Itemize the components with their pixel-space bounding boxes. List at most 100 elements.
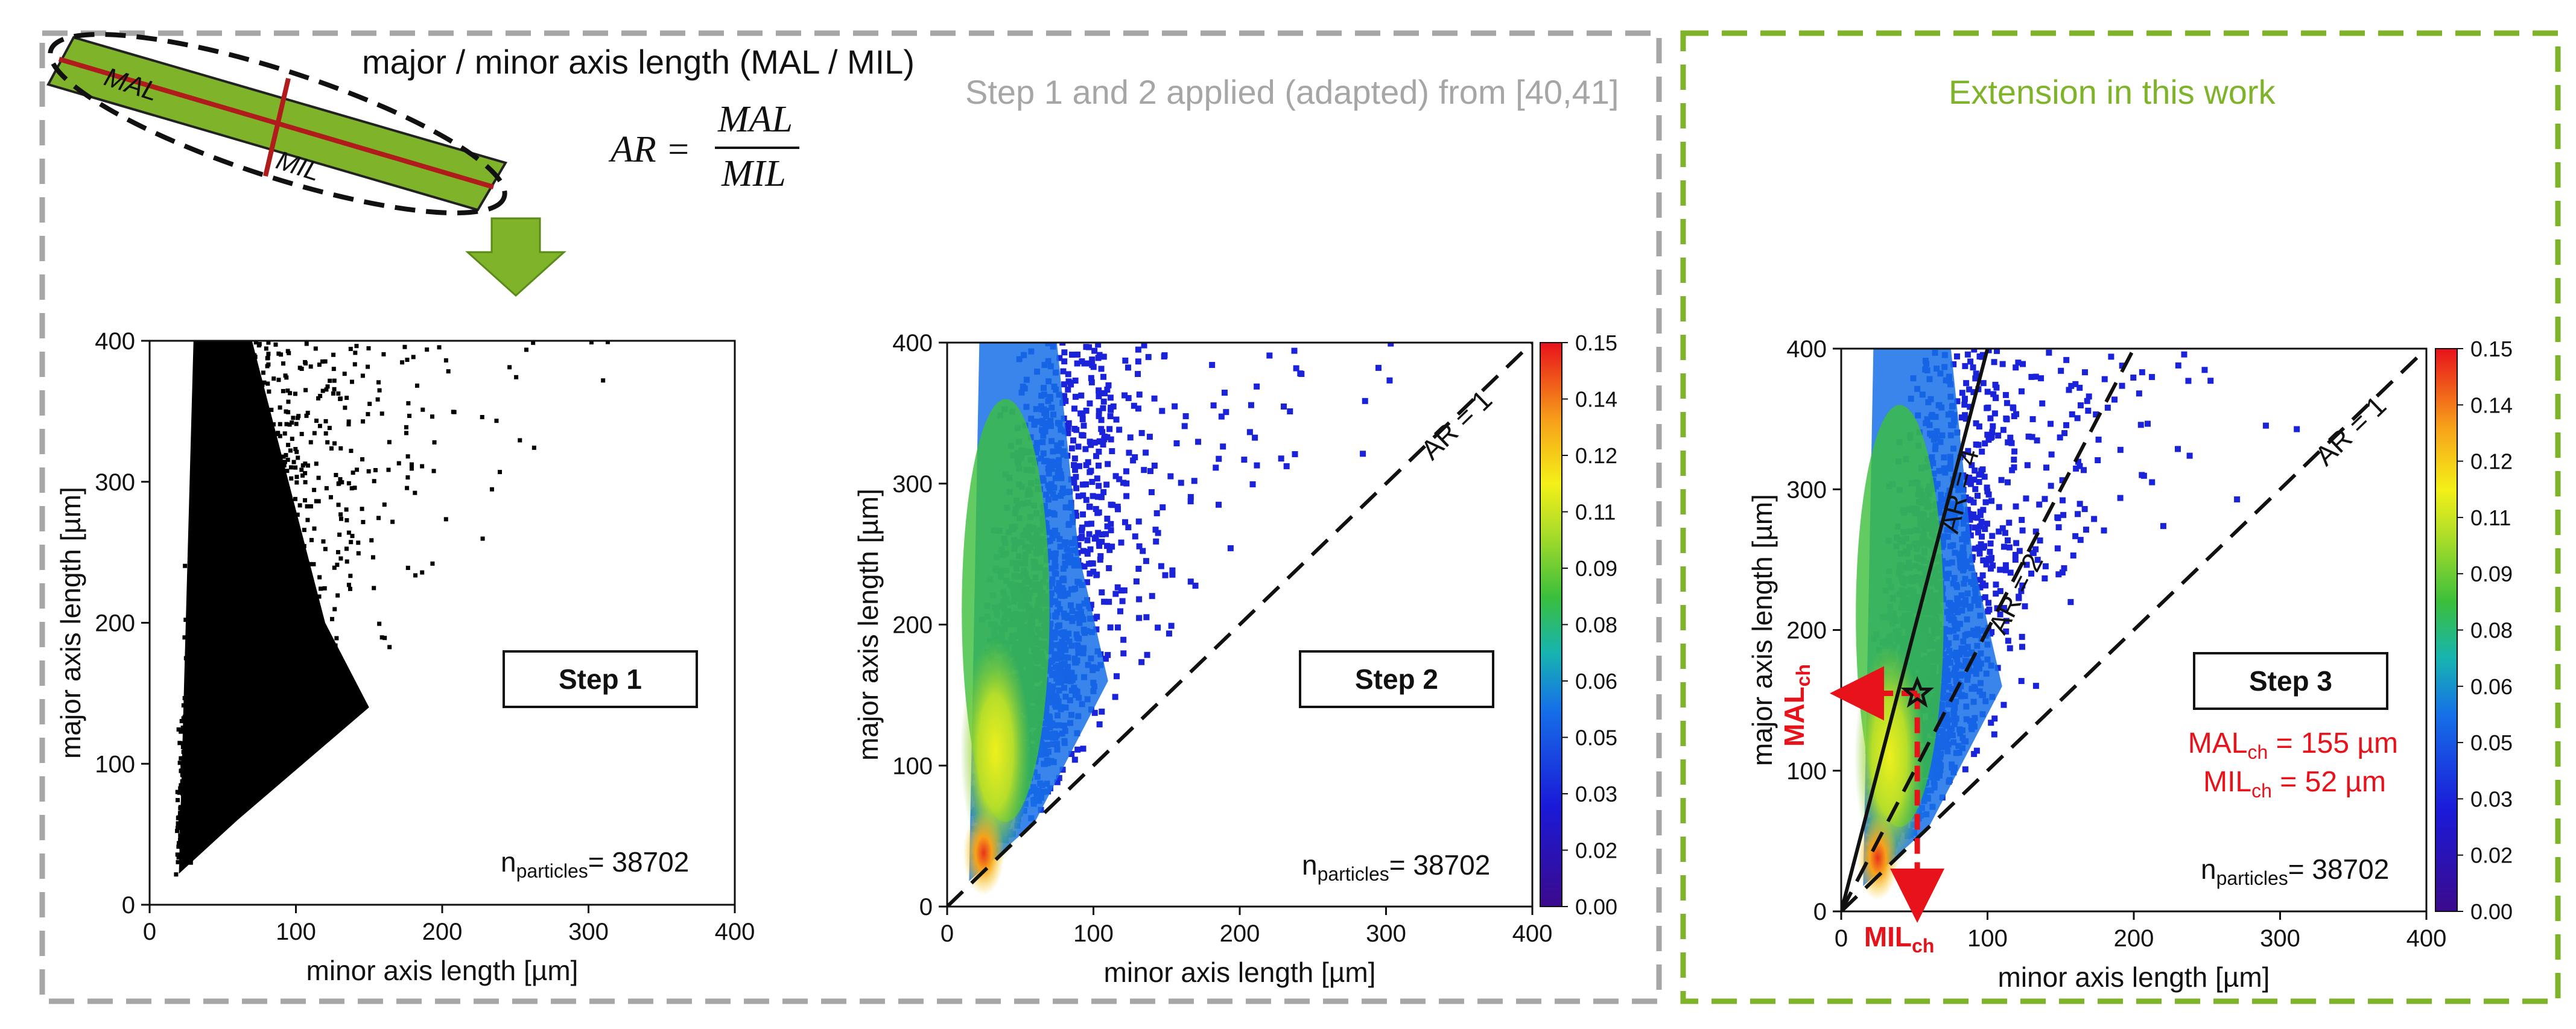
heatmap-cell bbox=[1388, 343, 1394, 347]
heatmap-cell bbox=[1087, 439, 1093, 445]
scatter-point bbox=[313, 346, 318, 351]
heatmap-cell bbox=[1076, 463, 1082, 469]
heatmap-cell bbox=[1151, 462, 1158, 469]
heatmap-cell bbox=[1249, 481, 1256, 487]
x-tick-label: 300 bbox=[1366, 920, 1406, 947]
scatter-point bbox=[605, 341, 610, 344]
scatter-point bbox=[340, 480, 344, 485]
heatmap-cell bbox=[1187, 578, 1194, 585]
heatmap-cell bbox=[1118, 587, 1125, 594]
scatter-point bbox=[291, 416, 296, 420]
y-tick-label: 300 bbox=[95, 469, 135, 496]
heatmap-cell bbox=[1155, 530, 1161, 536]
scatter-point bbox=[360, 457, 365, 462]
scatter-point bbox=[295, 512, 300, 517]
ar-numerator: MAL bbox=[717, 99, 793, 140]
heatmap-cell bbox=[1114, 624, 1121, 631]
scatter-point bbox=[336, 391, 341, 396]
heatmap-cell bbox=[1061, 349, 1068, 356]
heatmap-cell bbox=[1061, 381, 1068, 388]
heatmap-cell bbox=[1105, 461, 1111, 467]
scatter-point bbox=[321, 539, 326, 544]
heatmap-cell bbox=[1094, 571, 1100, 578]
heatmap-cell bbox=[1099, 531, 1105, 538]
scatter-point bbox=[351, 470, 355, 475]
heatmap-cell bbox=[1210, 402, 1217, 409]
scatter-point bbox=[282, 460, 287, 464]
scatter-point bbox=[344, 518, 349, 523]
scatter-point bbox=[179, 768, 183, 773]
scatter-point bbox=[353, 350, 358, 355]
colorbar-tick-label: 0.11 bbox=[1575, 500, 1616, 525]
scatter-point bbox=[179, 756, 183, 761]
scatter-point bbox=[175, 852, 180, 857]
heatmap-cell bbox=[1135, 346, 1141, 353]
scatter-point bbox=[303, 388, 308, 393]
y-tick-label: 300 bbox=[892, 471, 933, 498]
scatter-point bbox=[332, 565, 337, 570]
scatter-point bbox=[308, 364, 313, 369]
heatmap-cell bbox=[1106, 426, 1113, 432]
heatmap-cell bbox=[1083, 407, 1090, 414]
heatmap-cell bbox=[1096, 462, 1102, 469]
heatmap-cell bbox=[1079, 527, 1085, 534]
heatmap-cell bbox=[1192, 583, 1199, 589]
n-symbol: n bbox=[501, 846, 516, 878]
scatter-point bbox=[349, 486, 354, 491]
scatter-point bbox=[431, 469, 436, 473]
scatter-point bbox=[253, 341, 258, 345]
scatter-point bbox=[336, 502, 341, 507]
scatter-point bbox=[316, 475, 321, 480]
scatter-point bbox=[265, 356, 270, 361]
scatter-point bbox=[451, 410, 455, 414]
heatmap-cell bbox=[1148, 489, 1155, 495]
heatmap-cell bbox=[1120, 480, 1127, 486]
heatmap-cell bbox=[1248, 402, 1254, 408]
scatter-point bbox=[311, 562, 316, 566]
scatter-point bbox=[367, 402, 372, 407]
heatmap-cell bbox=[1169, 567, 1176, 574]
scatter-point bbox=[387, 440, 392, 445]
scatter-point bbox=[176, 727, 181, 732]
heatmap-cell bbox=[1153, 538, 1160, 545]
heatmap-cell bbox=[1121, 519, 1128, 525]
heatmap-cell bbox=[1091, 615, 1098, 622]
heatmap-cell bbox=[1145, 353, 1152, 360]
heatmap-cell bbox=[1213, 464, 1219, 471]
heatmap-cell bbox=[1089, 478, 1096, 485]
colorbar-tick-label: 0.05 bbox=[1575, 726, 1617, 750]
heatmap-cell bbox=[1108, 436, 1114, 443]
scatter-point bbox=[297, 366, 302, 370]
heatmap-cell bbox=[1096, 483, 1102, 489]
scatter-point bbox=[309, 537, 314, 542]
heatmap-cell bbox=[1143, 558, 1149, 565]
heatmap-cell bbox=[1227, 545, 1234, 551]
heatmap-cell bbox=[1153, 510, 1160, 516]
scatter-point bbox=[348, 347, 353, 352]
heatmap-cell bbox=[1127, 434, 1134, 441]
scatter-point bbox=[366, 412, 370, 417]
scatter-point bbox=[284, 453, 288, 458]
fitted-ellipse bbox=[48, 32, 507, 215]
scatter-point bbox=[325, 384, 330, 389]
x-tick-label: 0 bbox=[941, 920, 954, 947]
heatmap-cell bbox=[1095, 343, 1102, 348]
scatter-point bbox=[337, 532, 342, 537]
heatmap-cell bbox=[1068, 476, 1074, 483]
scatter-point bbox=[480, 536, 485, 541]
scatter-point bbox=[338, 446, 343, 451]
heatmap-cell bbox=[1096, 393, 1102, 399]
heatmap-cell bbox=[1112, 694, 1118, 700]
scatter-point bbox=[296, 416, 300, 420]
scatter-point bbox=[178, 806, 183, 811]
heatmap-cell bbox=[2119, 363, 2125, 369]
scatter-point bbox=[299, 467, 304, 472]
heatmap-cell bbox=[1104, 543, 1111, 549]
heatmap-cell bbox=[1087, 570, 1093, 577]
scatter-point bbox=[284, 422, 289, 426]
colorbar bbox=[1540, 342, 1562, 907]
heatmap-cell bbox=[1107, 394, 1114, 401]
colorbar-tick-label: 0.09 bbox=[1575, 556, 1617, 581]
heatmap-cell bbox=[1121, 587, 1128, 594]
